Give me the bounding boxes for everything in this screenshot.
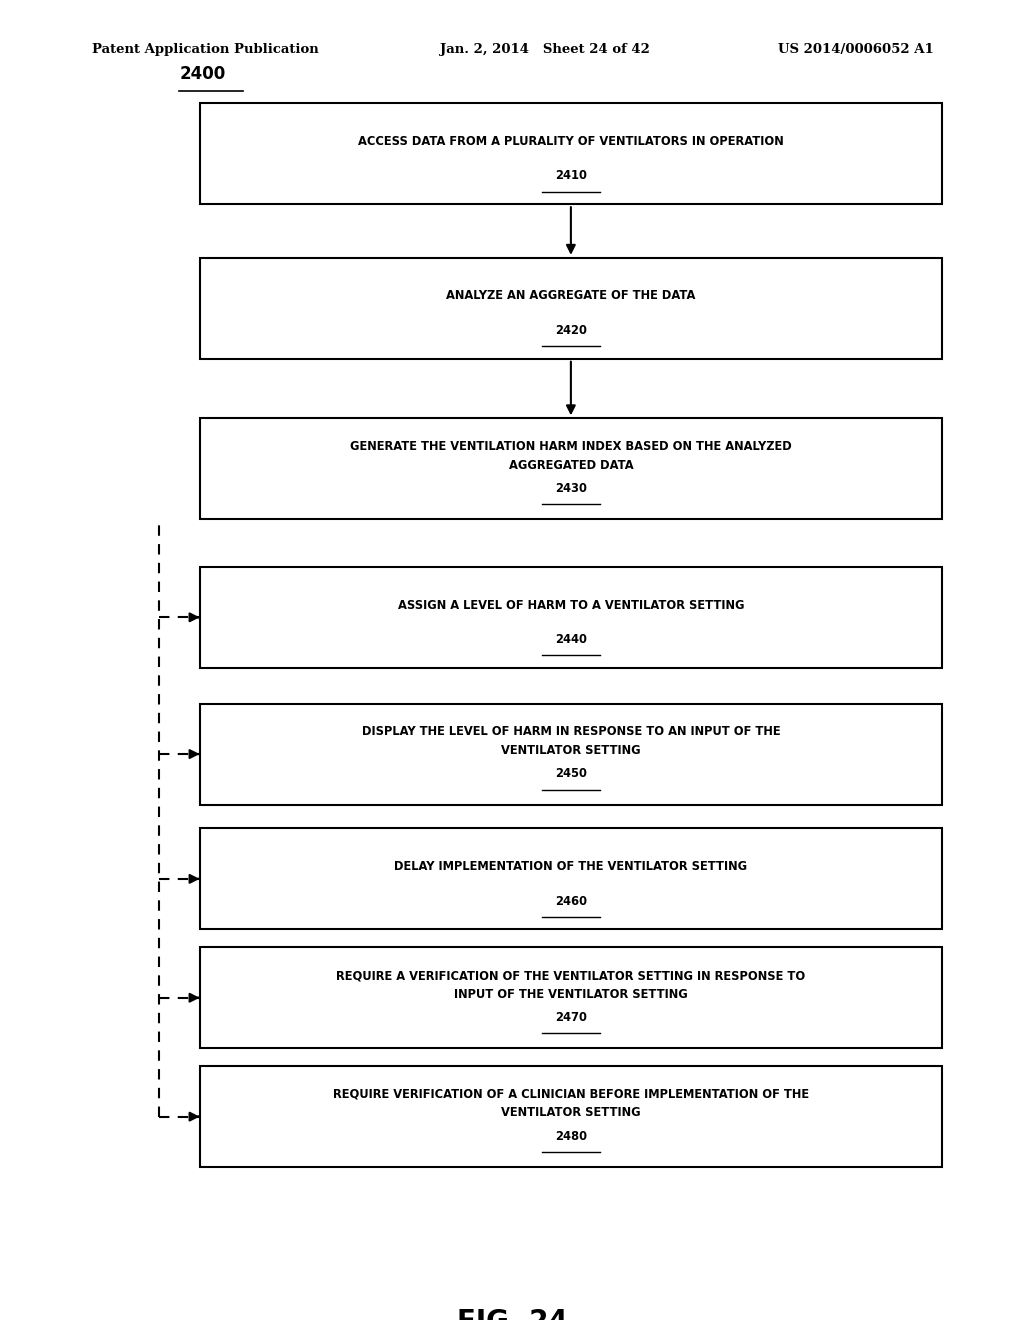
Text: 2420: 2420 [555, 323, 587, 337]
Text: REQUIRE VERIFICATION OF A CLINICIAN BEFORE IMPLEMENTATION OF THE: REQUIRE VERIFICATION OF A CLINICIAN BEFO… [333, 1088, 809, 1101]
Text: 2480: 2480 [555, 1130, 587, 1143]
Bar [200, 257, 942, 359]
Text: ACCESS DATA FROM A PLURALITY OF VENTILATORS IN OPERATION: ACCESS DATA FROM A PLURALITY OF VENTILAT… [358, 135, 783, 148]
Text: 2450: 2450 [555, 767, 587, 780]
Text: REQUIRE A VERIFICATION OF THE VENTILATOR SETTING IN RESPONSE TO: REQUIRE A VERIFICATION OF THE VENTILATOR… [336, 969, 806, 982]
Bar [200, 103, 942, 205]
Text: US 2014/0006052 A1: US 2014/0006052 A1 [778, 44, 934, 55]
Bar [200, 829, 942, 929]
Text: 2440: 2440 [555, 634, 587, 645]
Text: VENTILATOR SETTING: VENTILATOR SETTING [501, 1106, 641, 1119]
Text: DISPLAY THE LEVEL OF HARM IN RESPONSE TO AN INPUT OF THE: DISPLAY THE LEVEL OF HARM IN RESPONSE TO… [361, 726, 780, 738]
Text: 2400: 2400 [179, 65, 225, 83]
Text: 2460: 2460 [555, 895, 587, 908]
Text: DELAY IMPLEMENTATION OF THE VENTILATOR SETTING: DELAY IMPLEMENTATION OF THE VENTILATOR S… [394, 861, 748, 873]
Text: 2430: 2430 [555, 482, 587, 495]
Text: INPUT OF THE VENTILATOR SETTING: INPUT OF THE VENTILATOR SETTING [454, 987, 688, 1001]
Text: ANALYZE AN AGGREGATE OF THE DATA: ANALYZE AN AGGREGATE OF THE DATA [446, 289, 695, 302]
Text: FIG. 24: FIG. 24 [457, 1308, 567, 1320]
Text: VENTILATOR SETTING: VENTILATOR SETTING [501, 744, 641, 756]
Bar [200, 948, 942, 1048]
Bar [200, 418, 942, 519]
Text: GENERATE THE VENTILATION HARM INDEX BASED ON THE ANALYZED: GENERATE THE VENTILATION HARM INDEX BASE… [350, 440, 792, 453]
Text: AGGREGATED DATA: AGGREGATED DATA [509, 458, 633, 471]
Text: 2410: 2410 [555, 169, 587, 182]
Bar [200, 1067, 942, 1167]
Bar [200, 704, 942, 805]
Text: ASSIGN A LEVEL OF HARM TO A VENTILATOR SETTING: ASSIGN A LEVEL OF HARM TO A VENTILATOR S… [397, 598, 744, 611]
Text: 2470: 2470 [555, 1011, 587, 1024]
Text: Patent Application Publication: Patent Application Publication [92, 44, 318, 55]
Bar [200, 566, 942, 668]
Text: Jan. 2, 2014   Sheet 24 of 42: Jan. 2, 2014 Sheet 24 of 42 [440, 44, 650, 55]
